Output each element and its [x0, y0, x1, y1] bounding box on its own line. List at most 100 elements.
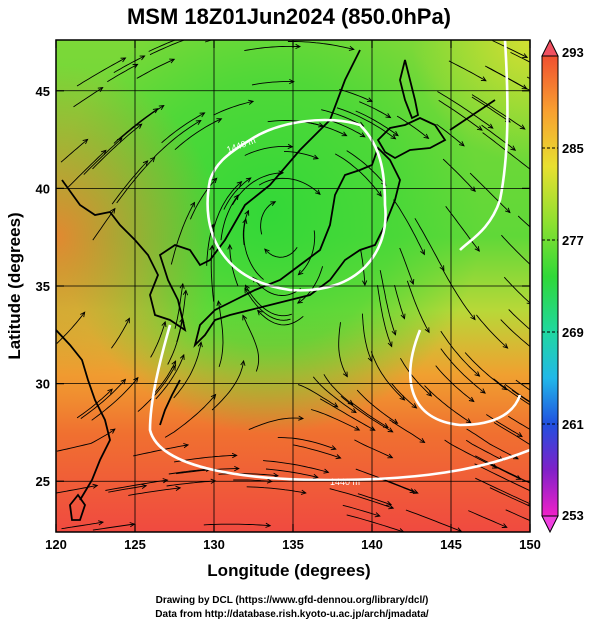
streamline — [319, 398, 376, 431]
streamline — [161, 112, 205, 144]
y-tick-label: 25 — [36, 474, 50, 489]
streamline — [267, 120, 324, 127]
streamline-arrowhead — [234, 465, 240, 472]
streamline-arrowhead — [169, 58, 176, 64]
streamline — [168, 468, 211, 475]
streamline-arrowhead — [107, 388, 113, 395]
streamline-arrowhead — [233, 194, 239, 201]
streamline-arrowhead — [359, 132, 366, 138]
streamline — [258, 177, 321, 195]
streamline-arrowhead — [387, 427, 394, 433]
streamline — [475, 477, 530, 505]
streamline-arrowhead — [399, 528, 405, 532]
streamline — [475, 455, 530, 484]
streamline-arrowhead — [341, 131, 348, 137]
streamline — [174, 118, 222, 151]
streamline — [210, 245, 215, 302]
streamline — [355, 468, 418, 494]
streamline-arrowhead — [423, 133, 430, 140]
streamline — [113, 55, 145, 73]
streamline-arrowhead — [179, 282, 185, 289]
streamline-arrowhead — [199, 112, 206, 118]
x-tick-label: 120 — [45, 537, 67, 552]
streamline — [149, 40, 186, 56]
streamline-arrowhead — [80, 311, 86, 318]
streamline-arrowhead — [376, 191, 382, 197]
streamline — [293, 444, 341, 459]
streamline — [323, 374, 353, 405]
streamline-arrowhead — [390, 134, 397, 140]
streamline-arrowhead — [139, 55, 146, 61]
streamline — [243, 218, 264, 280]
credit-drawing: Drawing by DCL (https://www.gfd-dennou.o… — [156, 595, 429, 606]
x-tick-label: 150 — [519, 537, 541, 552]
streamline-arrowhead — [354, 425, 361, 431]
streamline — [471, 94, 526, 130]
colorbar-top-arrow — [541, 38, 559, 57]
streamline-arrowhead — [211, 177, 218, 184]
streamline-arrowhead — [182, 289, 189, 296]
streamline-arrowhead — [487, 123, 494, 129]
streamline — [136, 58, 175, 79]
streamline — [503, 276, 530, 304]
streamline — [133, 444, 189, 457]
streamline-arrowhead — [465, 418, 472, 424]
streamline — [340, 395, 393, 433]
streamline — [489, 487, 530, 507]
streamline-arrowhead — [209, 244, 215, 251]
streamline-arrowhead — [501, 385, 508, 391]
streamline-arrowhead — [470, 314, 476, 321]
contour-south — [148, 324, 530, 482]
streamline — [466, 428, 519, 460]
streamline — [244, 288, 291, 321]
x-tick-label: 145 — [440, 537, 462, 552]
streamline — [248, 417, 304, 431]
streamline-arrowhead — [515, 475, 522, 480]
streamline — [356, 389, 398, 424]
streamline-arrowhead — [332, 402, 339, 408]
streamline-arrowhead — [400, 313, 406, 320]
x-axis: 120 125 130 135 140 145 150 — [45, 40, 541, 552]
streamline-arrowhead — [502, 343, 509, 349]
streamline — [310, 409, 360, 431]
streamline-arrowhead — [300, 489, 307, 495]
streamline — [414, 218, 445, 271]
streamline-arrowhead — [526, 299, 530, 305]
streamline — [297, 266, 324, 304]
streamline — [469, 172, 511, 213]
streamline — [437, 91, 494, 129]
streamline-arrowhead — [192, 31, 197, 35]
streamline — [211, 360, 245, 411]
streamline — [92, 123, 142, 170]
credit-data: Data from http://database.rish.kyoto-u.a… — [155, 609, 429, 620]
x-tick-label: 135 — [282, 537, 304, 552]
streamline — [468, 510, 507, 528]
streamline-arrowhead — [295, 43, 302, 50]
streamline-arrowhead — [264, 248, 270, 254]
streamline — [442, 158, 476, 192]
streamline-arrowhead — [369, 425, 376, 431]
streamline-arrowhead — [109, 428, 116, 434]
streamline-arrowhead — [195, 119, 202, 125]
streamline — [203, 523, 271, 527]
y-axis: 25 30 35 40 45 — [36, 84, 530, 489]
streamline — [394, 284, 405, 319]
streamline-arrowhead — [210, 393, 217, 400]
streamline-arrowhead — [149, 156, 156, 163]
streamline-arrowhead — [532, 402, 537, 406]
streamline-arrowhead — [312, 473, 319, 479]
streamline — [405, 509, 462, 532]
streamline — [440, 348, 486, 394]
streamline — [517, 215, 530, 228]
streamline-arrowhead — [412, 489, 419, 494]
colorbar: 293 285 277 269 261 253 — [541, 38, 584, 534]
streamline — [260, 201, 276, 235]
streamline-arrowhead — [362, 280, 368, 287]
streamline-arrowhead — [342, 371, 348, 378]
streamline-arrowhead — [527, 500, 530, 506]
streamline-arrowhead — [197, 341, 203, 348]
streamline — [492, 40, 528, 58]
streamline — [244, 45, 301, 52]
streamline-arrowhead — [248, 99, 255, 105]
